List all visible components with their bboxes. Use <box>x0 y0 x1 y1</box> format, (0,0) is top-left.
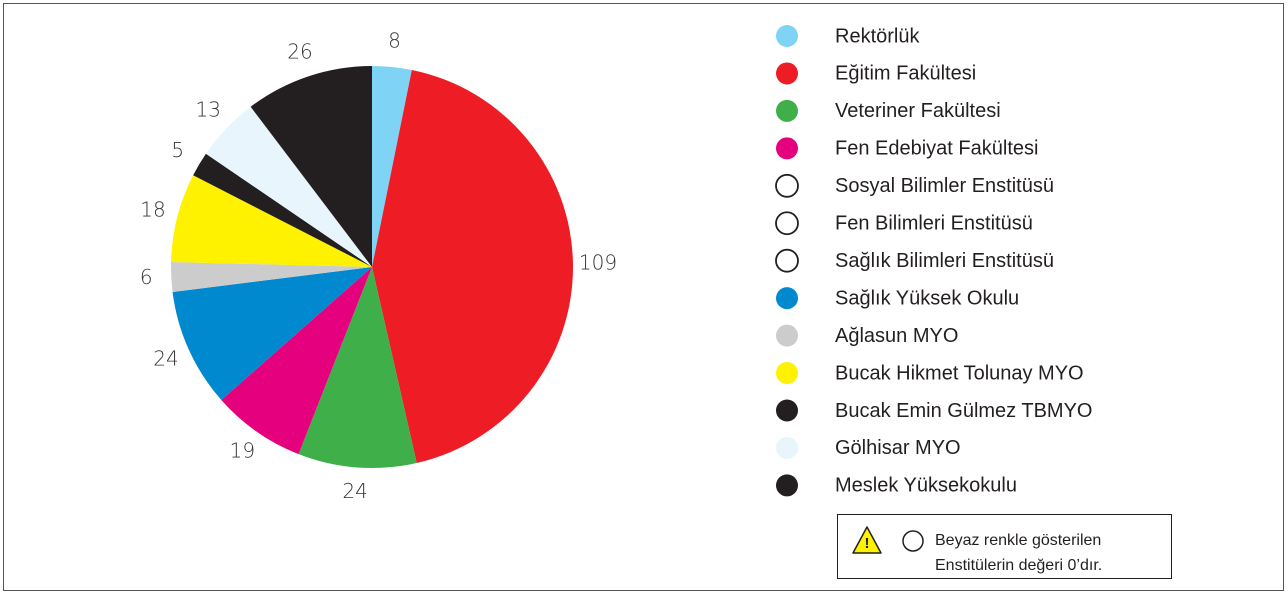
legend-label: Bucak Emin Gülmez TBMYO <box>835 400 1092 422</box>
legend-label: Eğitim Fakültesi <box>835 63 976 85</box>
legend-label: Veteriner Fakültesi <box>835 100 1001 122</box>
note-box <box>837 514 1172 579</box>
legend-swatch <box>775 248 799 273</box>
slice-label: 13 <box>196 98 221 122</box>
slice <box>250 66 372 267</box>
legend-label: Sağlık Yüksek Okulu <box>835 287 1019 309</box>
slice <box>372 69 573 463</box>
legend-swatch <box>776 137 798 160</box>
slice-label: 24 <box>342 479 367 503</box>
legend-swatch <box>776 62 798 85</box>
note-line: Beyaz renkle gösterilen <box>935 532 1101 549</box>
slice <box>205 106 372 267</box>
slice-label: 26 <box>287 39 312 63</box>
warning-icon <box>852 526 882 554</box>
legend-swatch <box>775 211 799 236</box>
slice <box>221 267 372 455</box>
legend-swatch <box>776 436 798 459</box>
slice-label: 5 <box>171 138 184 162</box>
slice-label: 109 <box>579 251 617 275</box>
note-line: Enstitülerin değeri 0’dır. <box>935 557 1102 574</box>
slice-label: 6 <box>140 265 153 289</box>
legend-swatch <box>776 99 798 122</box>
legend-swatch <box>775 173 799 198</box>
frame <box>3 3 1284 591</box>
legend-label: Sağlık Bilimleri Enstitüsü <box>835 250 1054 272</box>
legend-label: Sosyal Bilimler Enstitüsü <box>835 175 1054 197</box>
legend-label: Gölhisar MYO <box>835 437 961 459</box>
legend-label: Bucak Hikmet Tolunay MYO <box>835 362 1084 384</box>
warning-mark: ! <box>865 535 870 552</box>
slice <box>193 153 372 267</box>
slice <box>372 66 412 267</box>
slice <box>171 175 372 267</box>
legend-swatch <box>776 474 798 497</box>
slice <box>298 267 417 468</box>
slice-label: 19 <box>230 439 255 463</box>
slice <box>172 267 372 400</box>
legend-swatch <box>776 25 798 47</box>
legend-label: Ağlasun MYO <box>835 325 958 347</box>
legend-label: Meslek Yüksekokulu <box>835 475 1017 497</box>
legend-swatch <box>776 287 798 310</box>
note-circle <box>902 530 924 552</box>
legend-label: Fen Bilimleri Enstitüsü <box>835 213 1033 235</box>
legend-swatch <box>776 324 798 347</box>
legend-label: Fen Edebiyat Fakültesi <box>835 138 1038 160</box>
slice-label: 24 <box>153 346 178 370</box>
legend-swatch <box>776 399 798 422</box>
slice <box>170 261 372 292</box>
slice-label: 18 <box>140 198 165 222</box>
slice-label: 8 <box>388 29 401 53</box>
legend-label: Rektörlük <box>835 25 920 47</box>
legend-swatch <box>776 362 798 385</box>
